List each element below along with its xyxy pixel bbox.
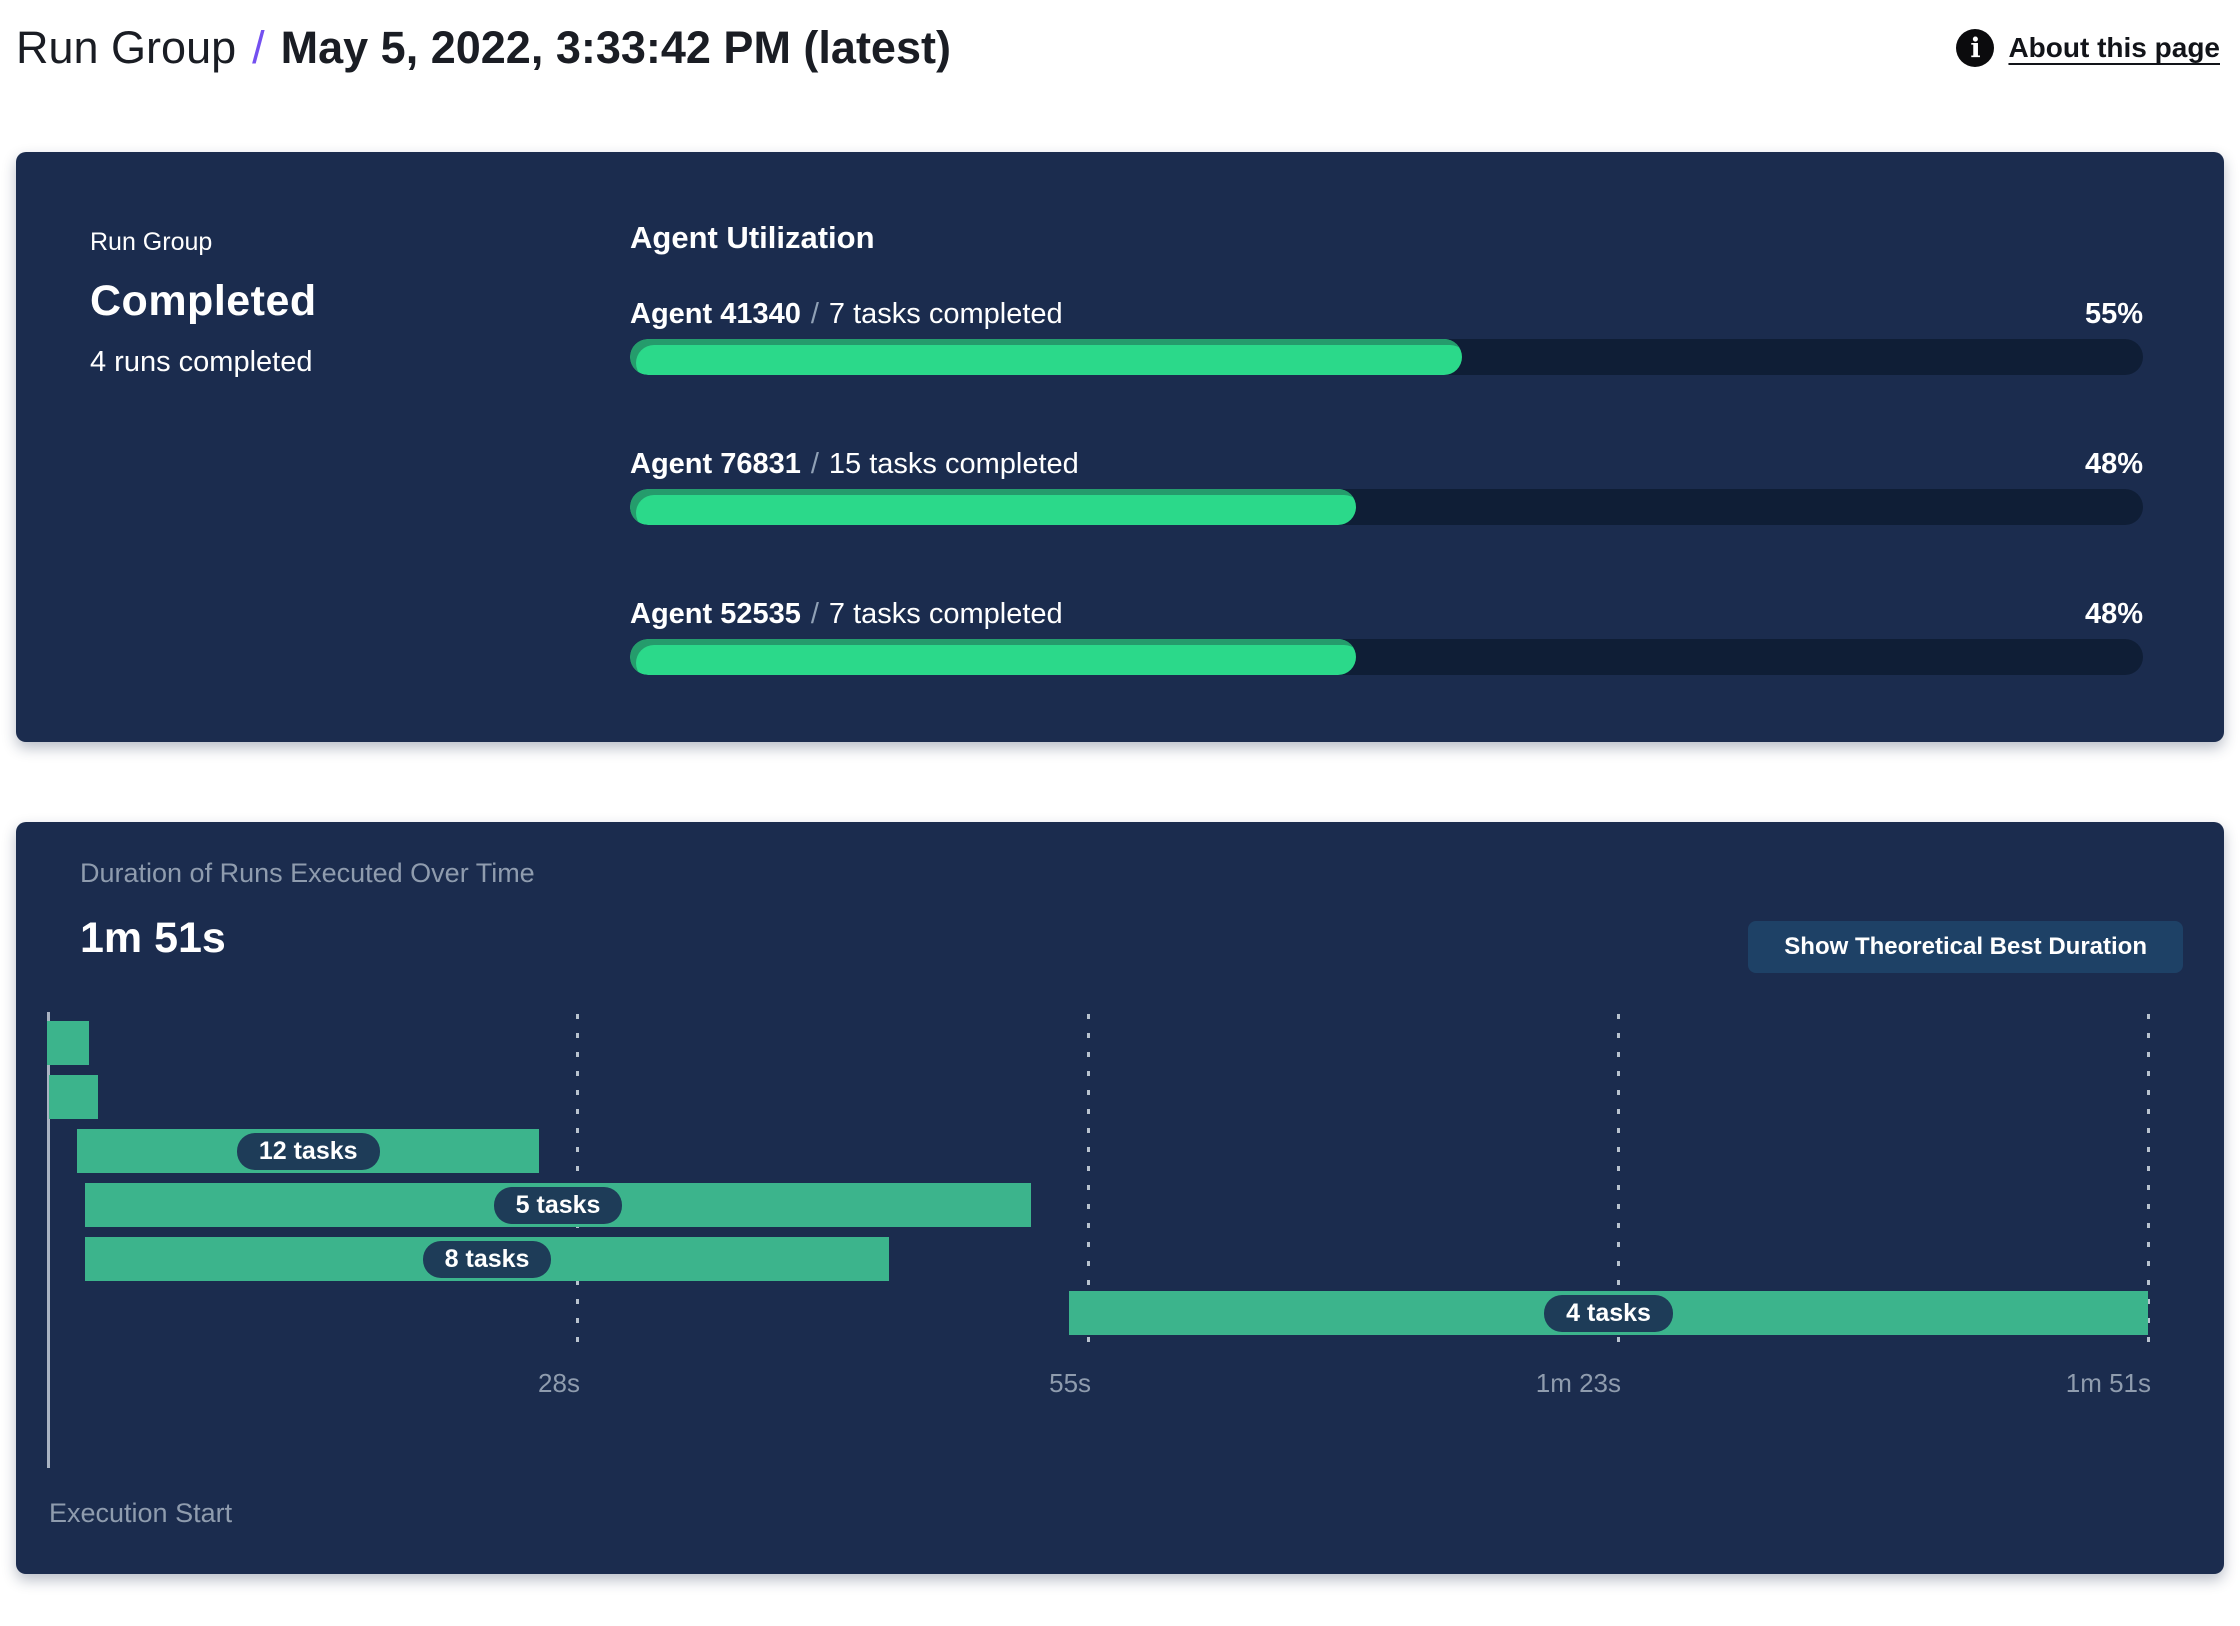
total-duration-value: 1m 51s (80, 914, 226, 962)
agent-tasks-completed: 7 tasks completed (828, 298, 1063, 330)
gantt-chart: Execution Start 28s 55s 1m 23s 1m 51s 12 tas… (47, 1012, 2151, 1532)
time-axis-tick-label: 55s (1049, 1368, 1092, 1398)
show-theoretical-best-duration-button[interactable]: Show Theoretical Best Duration (1748, 921, 2183, 973)
status-badge: Completed (90, 277, 317, 325)
about-this-page-link[interactable]: i About this page (1956, 29, 2220, 67)
breadcrumb: Run Group / May 5, 2022, 3:33:42 PM (lat… (16, 22, 951, 74)
agent-label-separator: / (810, 448, 819, 480)
agent-name: Agent 41340 (630, 298, 801, 330)
run-duration-bar[interactable] (47, 1021, 89, 1065)
agent-utilization-fill (630, 639, 1357, 675)
agent-utilization-percent: 55% (2084, 298, 2143, 330)
run-group-status-card: Run Group Completed 4 runs completed Age… (16, 152, 2224, 742)
task-count-pill: 5 tasks (493, 1186, 623, 1224)
agent-utilization-row: Agent 76831 / 15 tasks completed 48% (630, 448, 2143, 525)
duration-chart-title: Duration of Runs Executed Over Time (80, 858, 535, 888)
runs-completed-count: 4 runs completed (90, 346, 313, 378)
agent-utilization-section: Agent Utilization Agent 41340 / 7 tasks co… (630, 220, 2143, 675)
page-header: Run Group / May 5, 2022, 3:33:42 PM (lat… (16, 0, 2220, 96)
agent-utilization-percent: 48% (2084, 448, 2143, 480)
run-group-summary: Run Group Completed 4 runs completed (90, 228, 317, 379)
run-duration-bar[interactable]: 8 tasks (84, 1237, 890, 1281)
agent-utilization-percent: 48% (2084, 598, 2143, 630)
agent-name: Agent 52535 (630, 598, 801, 630)
agent-utilization-row: Agent 41340 / 7 tasks completed 55% (630, 298, 2143, 375)
info-icon: i (1956, 29, 1995, 67)
time-gridline (2147, 1014, 2150, 1354)
agent-utilization-fill (630, 339, 1463, 375)
run-duration-bar[interactable]: 4 tasks (1069, 1291, 2148, 1335)
run-duration-bar[interactable]: 12 tasks (77, 1129, 540, 1173)
agent-label-line: Agent 76831 / 15 tasks completed 48% (630, 448, 2143, 486)
run-duration-bar[interactable] (48, 1075, 99, 1119)
agent-label-line: Agent 52535 / 7 tasks completed 48% (630, 598, 2143, 636)
task-count-pill: 4 tasks (1544, 1294, 1673, 1332)
agent-label: Agent 41340 / 7 tasks completed (630, 298, 1063, 331)
agent-utilization-title: Agent Utilization (630, 220, 875, 255)
time-axis-tick-label: 1m 51s (2065, 1368, 2151, 1398)
agent-label-separator: / (810, 298, 819, 330)
agent-label-line: Agent 41340 / 7 tasks completed 55% (630, 298, 2143, 336)
page-title: May 5, 2022, 3:33:42 PM (latest) (280, 22, 951, 73)
agent-utilization-row: Agent 52535 / 7 tasks completed 48% (630, 598, 2143, 675)
about-link-label: About this page (2008, 32, 2220, 63)
run-duration-bar[interactable]: 5 tasks (84, 1183, 1032, 1227)
task-count-pill: 12 tasks (236, 1132, 380, 1170)
agent-utilization-track (630, 489, 2143, 525)
agent-label: Agent 52535 / 7 tasks completed (630, 598, 1063, 631)
duration-chart-card: Duration of Runs Executed Over Time 1m 5… (16, 822, 2224, 1574)
agent-utilization-track (630, 339, 2143, 375)
execution-start-label: Execution Start (49, 1498, 233, 1528)
agent-label: Agent 76831 / 15 tasks completed (630, 448, 1079, 481)
time-gridline (1087, 1014, 1091, 1354)
agent-tasks-completed: 15 tasks completed (828, 448, 1079, 480)
summary-label: Run Group (90, 228, 213, 256)
agent-label-separator: / (810, 598, 819, 630)
agent-utilization-fill (630, 489, 1357, 525)
execution-start-axis-line (47, 1012, 50, 1468)
time-axis-tick-label: 28s (538, 1368, 580, 1398)
breadcrumb-run-group: Run Group (16, 22, 237, 73)
task-count-pill: 8 tasks (422, 1240, 552, 1278)
time-gridline (1617, 1014, 1621, 1354)
agent-tasks-completed: 7 tasks completed (828, 598, 1063, 630)
breadcrumb-separator: / (252, 22, 265, 73)
agent-name: Agent 76831 (630, 448, 801, 480)
time-axis-tick-label: 1m 23s (1535, 1368, 1622, 1398)
agent-utilization-track (630, 639, 2143, 675)
